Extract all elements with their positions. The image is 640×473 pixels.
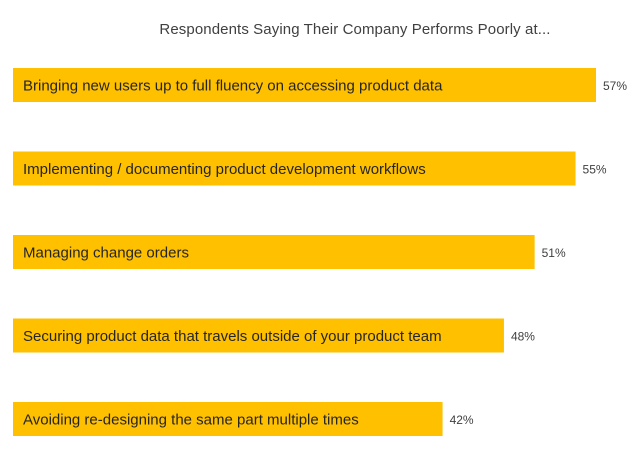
value-label-3: 51% bbox=[542, 246, 566, 260]
bar-3 bbox=[13, 235, 535, 269]
chart-title: Respondents Saying Their Company Perform… bbox=[159, 21, 551, 38]
category-label-1: Bringing new users up to full fluency on… bbox=[23, 78, 443, 95]
bar-2 bbox=[13, 151, 576, 186]
bar-4 bbox=[13, 318, 504, 353]
category-label-2: Implementing / documenting product devel… bbox=[23, 161, 426, 178]
value-label-2: 55% bbox=[583, 163, 607, 177]
category-label-3: Managing change orders bbox=[23, 245, 189, 262]
bar-5 bbox=[13, 402, 443, 436]
value-label-5: 42% bbox=[450, 413, 474, 427]
value-label-4: 48% bbox=[511, 330, 535, 344]
bar-1 bbox=[13, 68, 596, 102]
category-label-5: Avoiding re-designing the same part mult… bbox=[23, 412, 359, 429]
value-label-1: 57% bbox=[603, 79, 627, 93]
category-label-4: Securing product data that travels outsi… bbox=[23, 328, 442, 345]
